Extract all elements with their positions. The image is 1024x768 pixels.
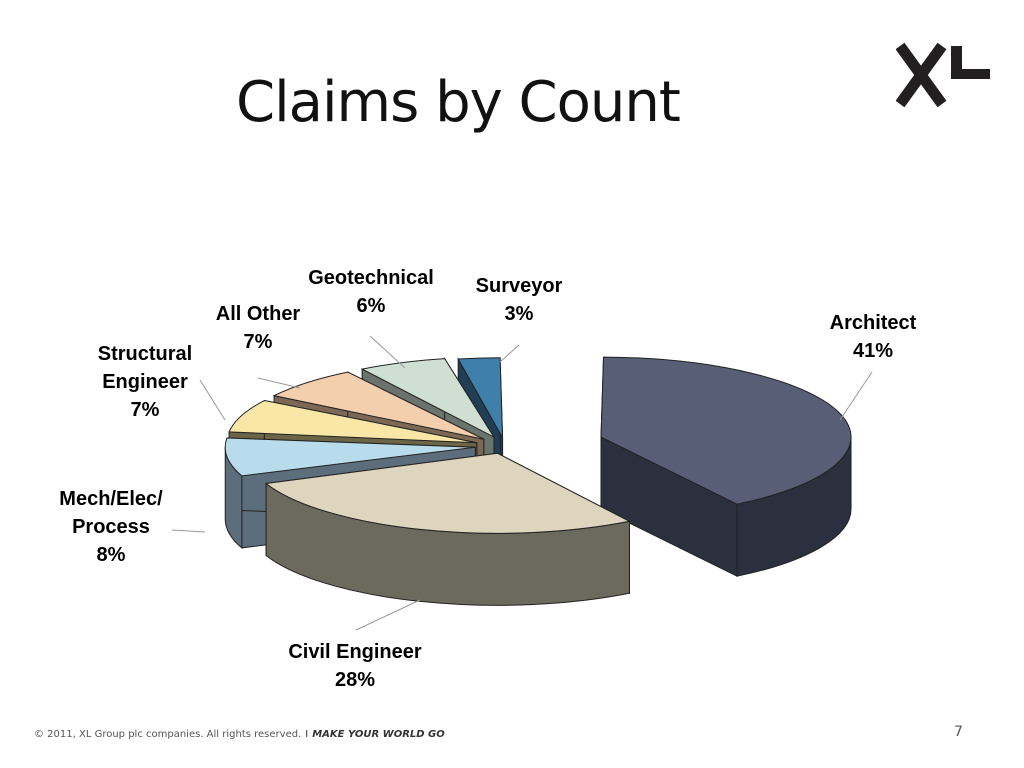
pie-slice-architect — [600, 356, 852, 577]
slice-top — [224, 437, 476, 477]
leader-line — [355, 599, 421, 631]
footer-tagline: MAKE YOUR WORLD GO — [312, 729, 445, 740]
slice-top — [360, 358, 496, 439]
pie-slice-civil-engineer — [264, 452, 631, 606]
footer-separator: I — [305, 729, 309, 740]
copyright-text: © 2011, XL Group plc companies. All righ… — [34, 729, 302, 740]
leader-line — [499, 344, 520, 363]
leader-line — [257, 377, 301, 389]
slice-label: Architect 41% — [830, 312, 917, 362]
slice-label: Civil Engineer 28% — [288, 641, 422, 691]
leader-line — [199, 379, 226, 421]
slice-label: Geotechnical 6% — [308, 267, 434, 317]
slice-top — [600, 356, 852, 505]
page-number: 7 — [954, 724, 963, 740]
leader-line — [171, 529, 206, 533]
leader-line — [839, 371, 873, 421]
slice-top — [228, 400, 477, 444]
slice-top — [264, 452, 631, 534]
slice-top — [272, 371, 485, 440]
xl-logo-icon — [895, 42, 992, 115]
slice-top — [457, 357, 504, 438]
leader-line — [369, 335, 406, 369]
footer: © 2011, XL Group plc companies. All righ… — [34, 729, 445, 740]
slide-title: Claims by Count — [236, 70, 681, 135]
slice-label: Surveyor 3% — [476, 275, 563, 325]
slice-label: All Other 7% — [216, 303, 301, 353]
slice-label: Mech/Elec/Process 8% — [59, 488, 163, 566]
slice-label: Structural Engineer 7% — [98, 343, 192, 421]
